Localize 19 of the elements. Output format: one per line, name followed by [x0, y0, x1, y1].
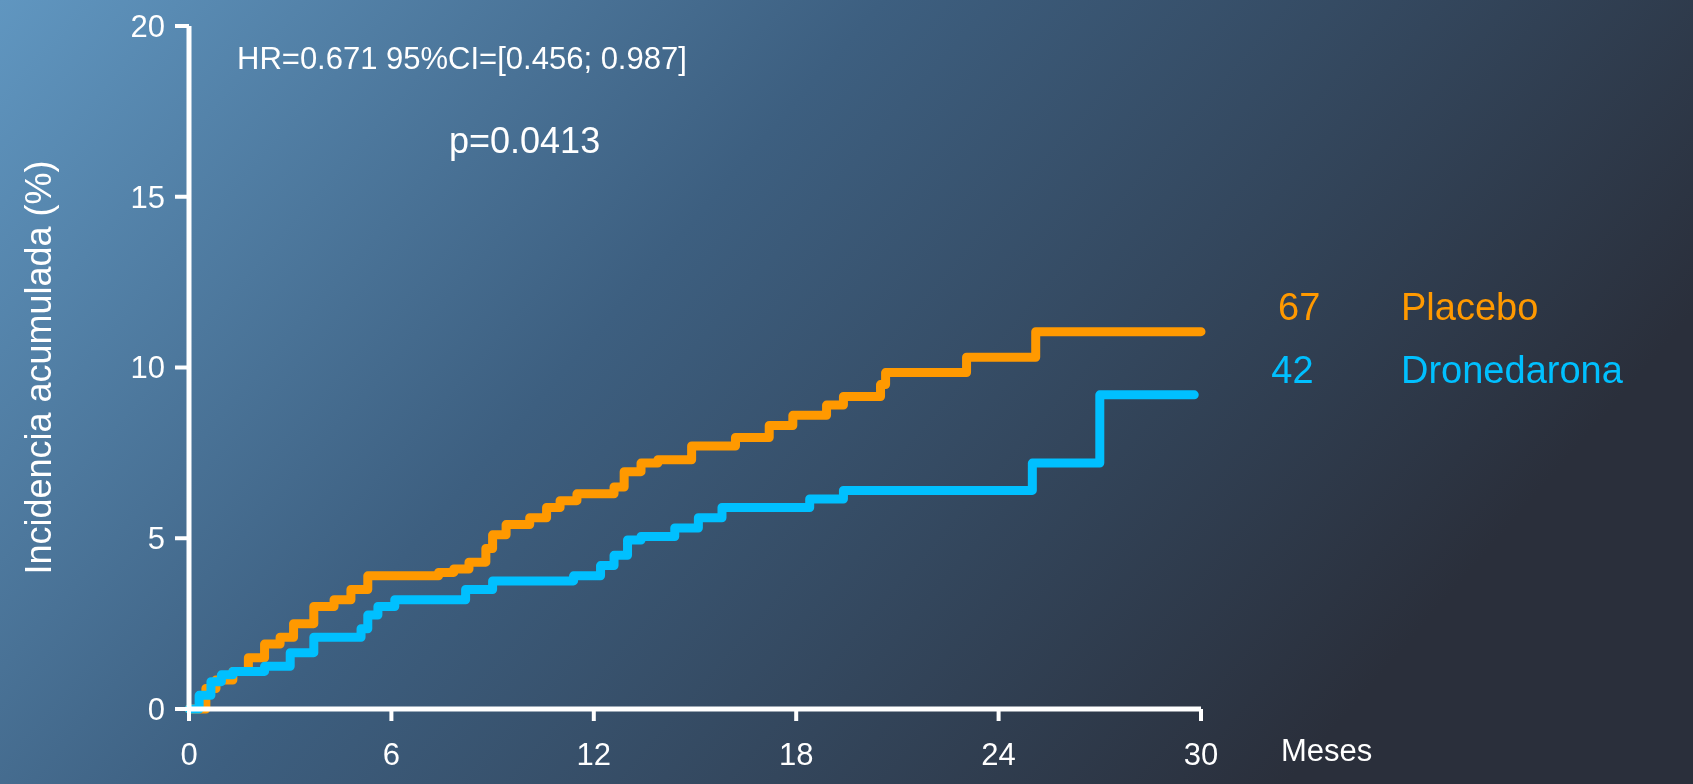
x-tick-label: 0	[180, 737, 198, 772]
annotation: 42	[1271, 348, 1314, 391]
y-tick-label: 5	[147, 521, 165, 557]
x-axis-title: Meses	[1281, 733, 1373, 768]
annotation: 67	[1278, 285, 1321, 328]
x-tick-label: 6	[382, 737, 401, 772]
x-tick-label: 18	[778, 737, 814, 772]
x-tick-label: 12	[576, 737, 612, 772]
text: Placebo	[1401, 285, 1539, 328]
y-tick-label: 10	[130, 350, 165, 386]
text: Dronedarona	[1401, 348, 1624, 391]
annotation: HR=0.671 95%CI=[0.456; 0.987]	[237, 41, 687, 76]
x-tick-label: 30	[1183, 737, 1219, 772]
x-tick-label: 24	[981, 737, 1016, 772]
y-tick-label: 15	[130, 179, 165, 215]
annotation: p=0.0413	[449, 120, 601, 161]
y-tick-label: 0	[147, 691, 165, 727]
y-tick-label: 20	[130, 8, 165, 44]
y-axis-title: Incidencia acumulada (%)	[18, 160, 59, 575]
